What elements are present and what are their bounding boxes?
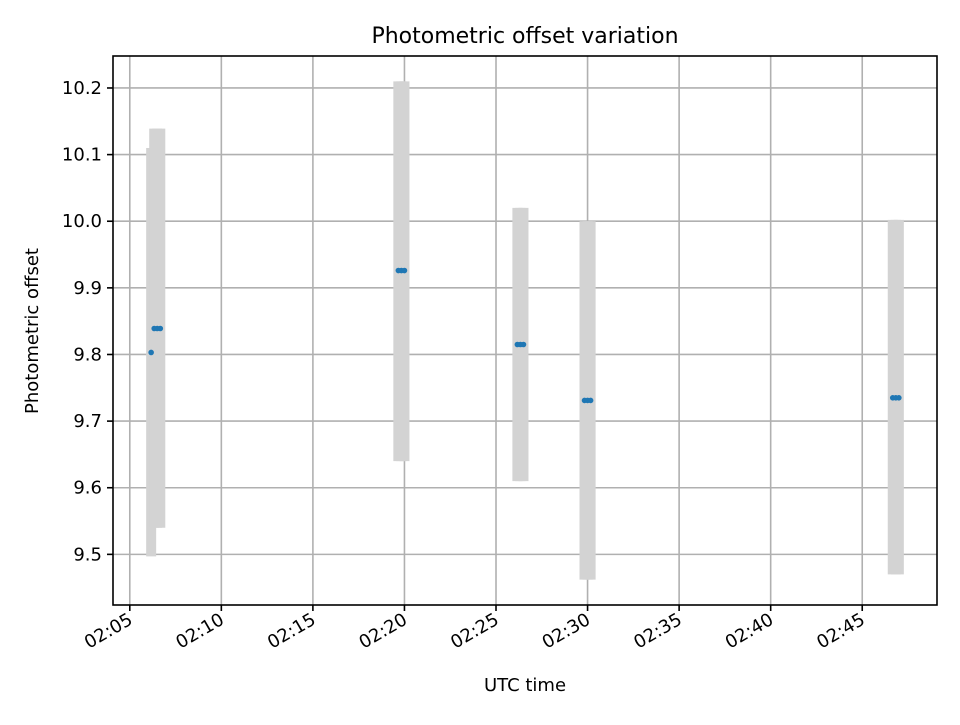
y-tick-label: 10.1 bbox=[62, 145, 102, 166]
y-tick-label: 9.7 bbox=[73, 411, 102, 432]
data-point bbox=[896, 394, 902, 401]
y-axis-ticks: 9.5 9.6 9.7 9.8 9.9 10.0 10.1 10.2 bbox=[62, 78, 113, 565]
y-tick-label: 9.5 bbox=[73, 544, 102, 565]
y-tick-label: 10.0 bbox=[62, 211, 102, 232]
y-tick-label: 9.6 bbox=[73, 478, 102, 499]
data-points bbox=[148, 267, 902, 404]
data-point bbox=[520, 341, 527, 348]
y-tick-label: 9.9 bbox=[73, 278, 102, 299]
chart-title: Photometric offset variation bbox=[371, 24, 678, 49]
x-axis-label: UTC time bbox=[484, 675, 566, 696]
data-point bbox=[401, 267, 408, 274]
y-axis-label: Photometric offset bbox=[22, 248, 43, 414]
plot-frame bbox=[112, 55, 938, 606]
y-tick-label: 9.8 bbox=[73, 344, 102, 365]
y-tick-label: 10.2 bbox=[62, 78, 102, 99]
data-point bbox=[587, 397, 594, 404]
data-point bbox=[157, 325, 164, 332]
data-point bbox=[148, 349, 154, 356]
